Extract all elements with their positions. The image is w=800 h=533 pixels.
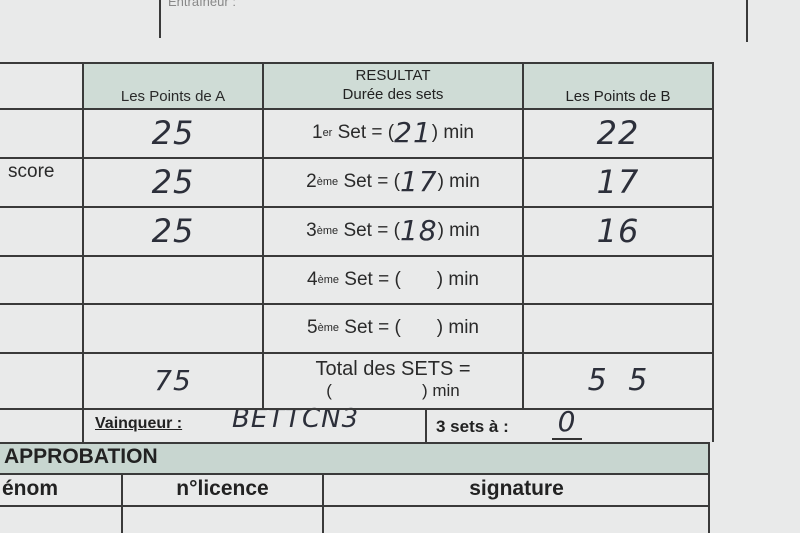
grid-line: [0, 505, 710, 507]
set-points-a: 25: [151, 162, 195, 201]
grid-line: [0, 352, 714, 354]
set-unit: ) min: [436, 268, 479, 290]
total-duration: Total des SETS = ( ) min: [263, 352, 523, 408]
set-label: Set = (: [337, 121, 395, 143]
set-duration-value: 21: [394, 116, 432, 149]
approbation-title: APPROBATION: [4, 445, 158, 468]
grid-line: [322, 473, 324, 533]
set-duration-value: 18: [399, 214, 438, 247]
set-points-a: 25: [151, 211, 195, 250]
set-ordinal: 5: [307, 316, 318, 338]
set-ordinal: 2: [306, 170, 317, 192]
set-ordinal: 4: [307, 268, 318, 290]
total-paren: (: [326, 381, 332, 400]
column-prenom: énom: [2, 477, 59, 500]
grid-line: [0, 442, 710, 444]
header-duree-label: Durée des sets: [342, 86, 444, 103]
sets-label: 3 sets à :: [436, 417, 509, 436]
grid-line: [0, 206, 714, 208]
grid-line: [522, 62, 524, 408]
grid-line: [425, 408, 427, 442]
set-duration-value: 17: [399, 165, 438, 198]
winner-label: Vainqueur :: [95, 415, 183, 432]
set-duration: 4 ème Set = ( ) min: [263, 255, 523, 304]
grid-line: [82, 62, 84, 442]
set-label: Set = (: [344, 268, 401, 290]
total-points-b: 5 5: [587, 362, 649, 398]
header-points-a-label: Les Points de A: [120, 88, 226, 105]
grid-line: [0, 303, 714, 305]
set-points-a: [83, 255, 263, 304]
set-points-b: 22: [596, 113, 640, 152]
grid-line: [262, 62, 264, 408]
set-unit: ) min: [436, 316, 479, 338]
grid-line: [0, 255, 714, 257]
total-points-a: 75: [154, 363, 192, 397]
header-points-a: Les Points de A: [83, 62, 263, 108]
set-label: Set = (: [343, 170, 400, 192]
set-ordinal: 3: [306, 219, 317, 241]
set-points-b: [523, 303, 713, 352]
set-unit: ) min: [437, 170, 480, 192]
total-label: Total des SETS =: [315, 358, 471, 380]
column-licence: n°licence: [176, 477, 269, 500]
set-duration: 5 ème Set = ( ) min: [263, 303, 523, 352]
set-ordinal-suffix: ème: [317, 321, 339, 334]
set-points-b: 16: [596, 211, 640, 250]
set-ordinal-suffix: ème: [316, 224, 339, 237]
set-ordinal: 1: [311, 121, 323, 143]
header-points-b-label: Les Points de B: [565, 88, 671, 105]
coach-label: Entraîneur :: [168, 0, 236, 9]
grid-line: [708, 442, 710, 533]
set-unit: ) min: [431, 121, 474, 143]
score-label: score: [8, 161, 55, 182]
set-duration: 1 er Set = (21) min: [263, 108, 523, 157]
grid-line: [0, 157, 714, 159]
grid-line: [121, 473, 123, 533]
set-points-a: [83, 303, 263, 352]
grid-line: [0, 473, 710, 475]
total-unit: ) min: [421, 381, 460, 400]
grid-line: [0, 108, 714, 110]
divider: [746, 0, 748, 42]
header-resultat-label: RESULTAT: [355, 67, 431, 84]
grid-line: [0, 408, 714, 410]
set-duration: 3 ème Set = (18) min: [263, 206, 523, 255]
set-points-b: [523, 255, 713, 304]
header-points-b: Les Points de B: [523, 62, 713, 108]
grid-line: [0, 62, 714, 64]
set-unit: ) min: [437, 219, 480, 241]
grid-line: [712, 62, 714, 442]
header-resultat: RESULTAT Durée des sets: [263, 62, 523, 108]
set-label: Set = (: [343, 219, 400, 241]
set-ordinal-suffix: er: [322, 126, 333, 139]
set-ordinal-suffix: ème: [317, 273, 339, 286]
set-points-b: 17: [596, 162, 640, 201]
set-ordinal-suffix: ème: [316, 175, 339, 188]
set-label: Set = (: [344, 316, 401, 338]
divider: [159, 0, 161, 38]
set-points-a: 25: [151, 113, 195, 152]
set-duration: 2 ème Set = (17) min: [263, 157, 523, 206]
approbation-bar: [0, 442, 710, 473]
column-signature: signature: [469, 477, 564, 500]
sets-value: 0: [552, 406, 582, 440]
